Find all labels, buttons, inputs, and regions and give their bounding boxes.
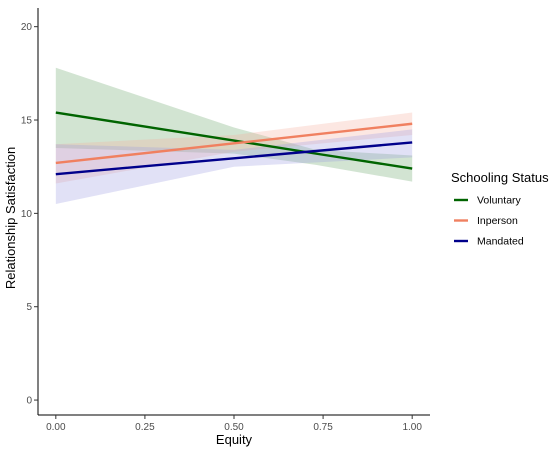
x-tick-label: 0.50 bbox=[224, 422, 244, 433]
series-lines bbox=[55, 111, 413, 176]
y-tick-label: 15 bbox=[21, 116, 33, 127]
legend: Schooling Status Voluntary Inperson Mandat… bbox=[451, 170, 549, 248]
x-axis-ticks: 0.00 0.25 0.50 0.75 1.00 bbox=[46, 415, 422, 433]
series-line-voluntary bbox=[55, 111, 413, 170]
y-tick-label: 5 bbox=[26, 302, 32, 313]
legend-title: Schooling Status bbox=[451, 170, 549, 185]
legend-label-mandated: Mandated bbox=[477, 236, 524, 248]
x-tick-label: 0.75 bbox=[313, 422, 333, 433]
legend-items: Voluntary Inperson Mandated bbox=[454, 195, 524, 248]
confidence-band-voluntary bbox=[55, 67, 413, 182]
legend-label-voluntary: Voluntary bbox=[477, 195, 522, 207]
series-line-inperson bbox=[55, 122, 413, 165]
x-tick-label: 0.25 bbox=[135, 422, 155, 433]
x-tick-label: 1.00 bbox=[402, 422, 422, 433]
confidence-band-mandated bbox=[55, 129, 413, 205]
y-tick-label: 20 bbox=[21, 22, 33, 33]
y-tick-label: 0 bbox=[26, 396, 32, 407]
y-axis-ticks: 0 5 10 15 20 bbox=[21, 22, 38, 407]
y-tick-label: 10 bbox=[21, 209, 33, 220]
y-axis-title: Relationship Satisfaction bbox=[3, 147, 18, 289]
x-axis-title: Equity bbox=[216, 432, 253, 447]
confidence-bands bbox=[55, 67, 413, 205]
legend-label-inperson: Inperson bbox=[477, 215, 518, 227]
x-tick-label: 0.00 bbox=[46, 422, 66, 433]
series-line-mandated bbox=[55, 141, 413, 176]
